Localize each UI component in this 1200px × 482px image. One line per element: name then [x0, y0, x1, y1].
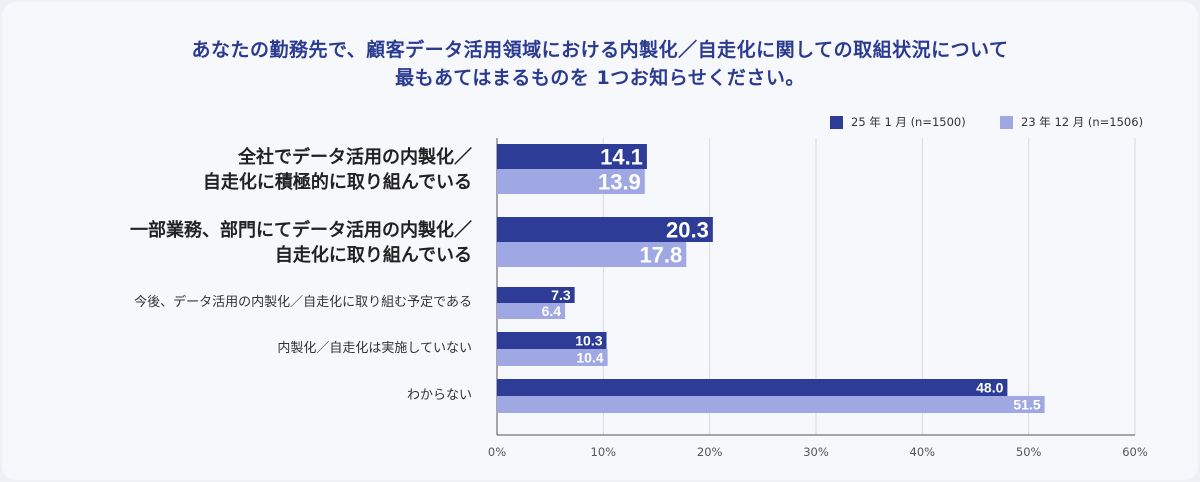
x-tick-label: 20% — [697, 445, 723, 459]
category-label: 全社でデータ活用の内製化／ 自走化に積極的に取り組んでいる — [202, 147, 472, 193]
legend-item-2025: 25 年 1 月 (n=1500) — [830, 114, 966, 130]
chart-title: あなたの勤務先で、顧客データ活用領域における内製化／自走化に関しての取組状況につ… — [0, 36, 1200, 92]
bar-value-label: 51.5 — [1013, 397, 1040, 413]
category-label: わからない — [406, 388, 472, 403]
x-tick-label: 50% — [1016, 445, 1042, 459]
chart-title-line2: 最もあてはまるものを 1つお知らせください。 — [395, 67, 805, 89]
legend-label-2023: 23 年 12 月 (n=1506) — [1021, 115, 1144, 129]
legend-swatch-2023 — [1000, 115, 1013, 129]
legend-item-2023: 23 年 12 月 (n=1506) — [1000, 114, 1143, 130]
bar-series2 — [497, 169, 645, 194]
x-tick-label: 60% — [1122, 445, 1148, 459]
bar-value-label: 6.4 — [542, 303, 562, 319]
bar-series1 — [497, 217, 713, 242]
x-tick-label: 30% — [803, 445, 829, 459]
bar-series2 — [497, 303, 566, 319]
bar-value-label: 10.3 — [575, 333, 602, 349]
category-label: 内製化／自走化は実施していない — [277, 341, 472, 356]
bar-value-label: 14.1 — [600, 144, 643, 169]
bar-series1 — [497, 379, 1008, 396]
bar-series1 — [497, 287, 575, 303]
bar-value-label: 20.3 — [666, 217, 709, 242]
bar-value-label: 13.9 — [598, 169, 641, 194]
legend-swatch-2025 — [830, 115, 843, 129]
bar-series2 — [497, 396, 1045, 413]
category-label: 一部業務、部門にてデータ活用の内製化／ 自走化に取り組んでいる — [130, 220, 472, 266]
x-tick-label: 40% — [910, 445, 936, 459]
chart-title-line1: あなたの勤務先で、顧客データ活用領域における内製化／自走化に関しての取組状況につ… — [191, 39, 1009, 61]
bar-series1 — [497, 332, 607, 349]
bar-series2 — [497, 349, 608, 366]
bar-value-label: 48.0 — [976, 380, 1003, 396]
legend-label-2025: 25 年 1 月 (n=1500) — [851, 115, 966, 129]
bar-value-label: 7.3 — [551, 287, 571, 303]
x-tick-label: 10% — [591, 445, 617, 459]
bar-value-label: 17.8 — [639, 242, 682, 267]
bar-value-label: 10.4 — [576, 350, 603, 366]
bar-series2 — [497, 242, 687, 267]
category-label: 今後、データ活用の内製化／自走化に取り組む予定である — [134, 295, 472, 310]
bar-series1 — [497, 144, 647, 169]
x-tick-label: 0% — [488, 445, 506, 459]
